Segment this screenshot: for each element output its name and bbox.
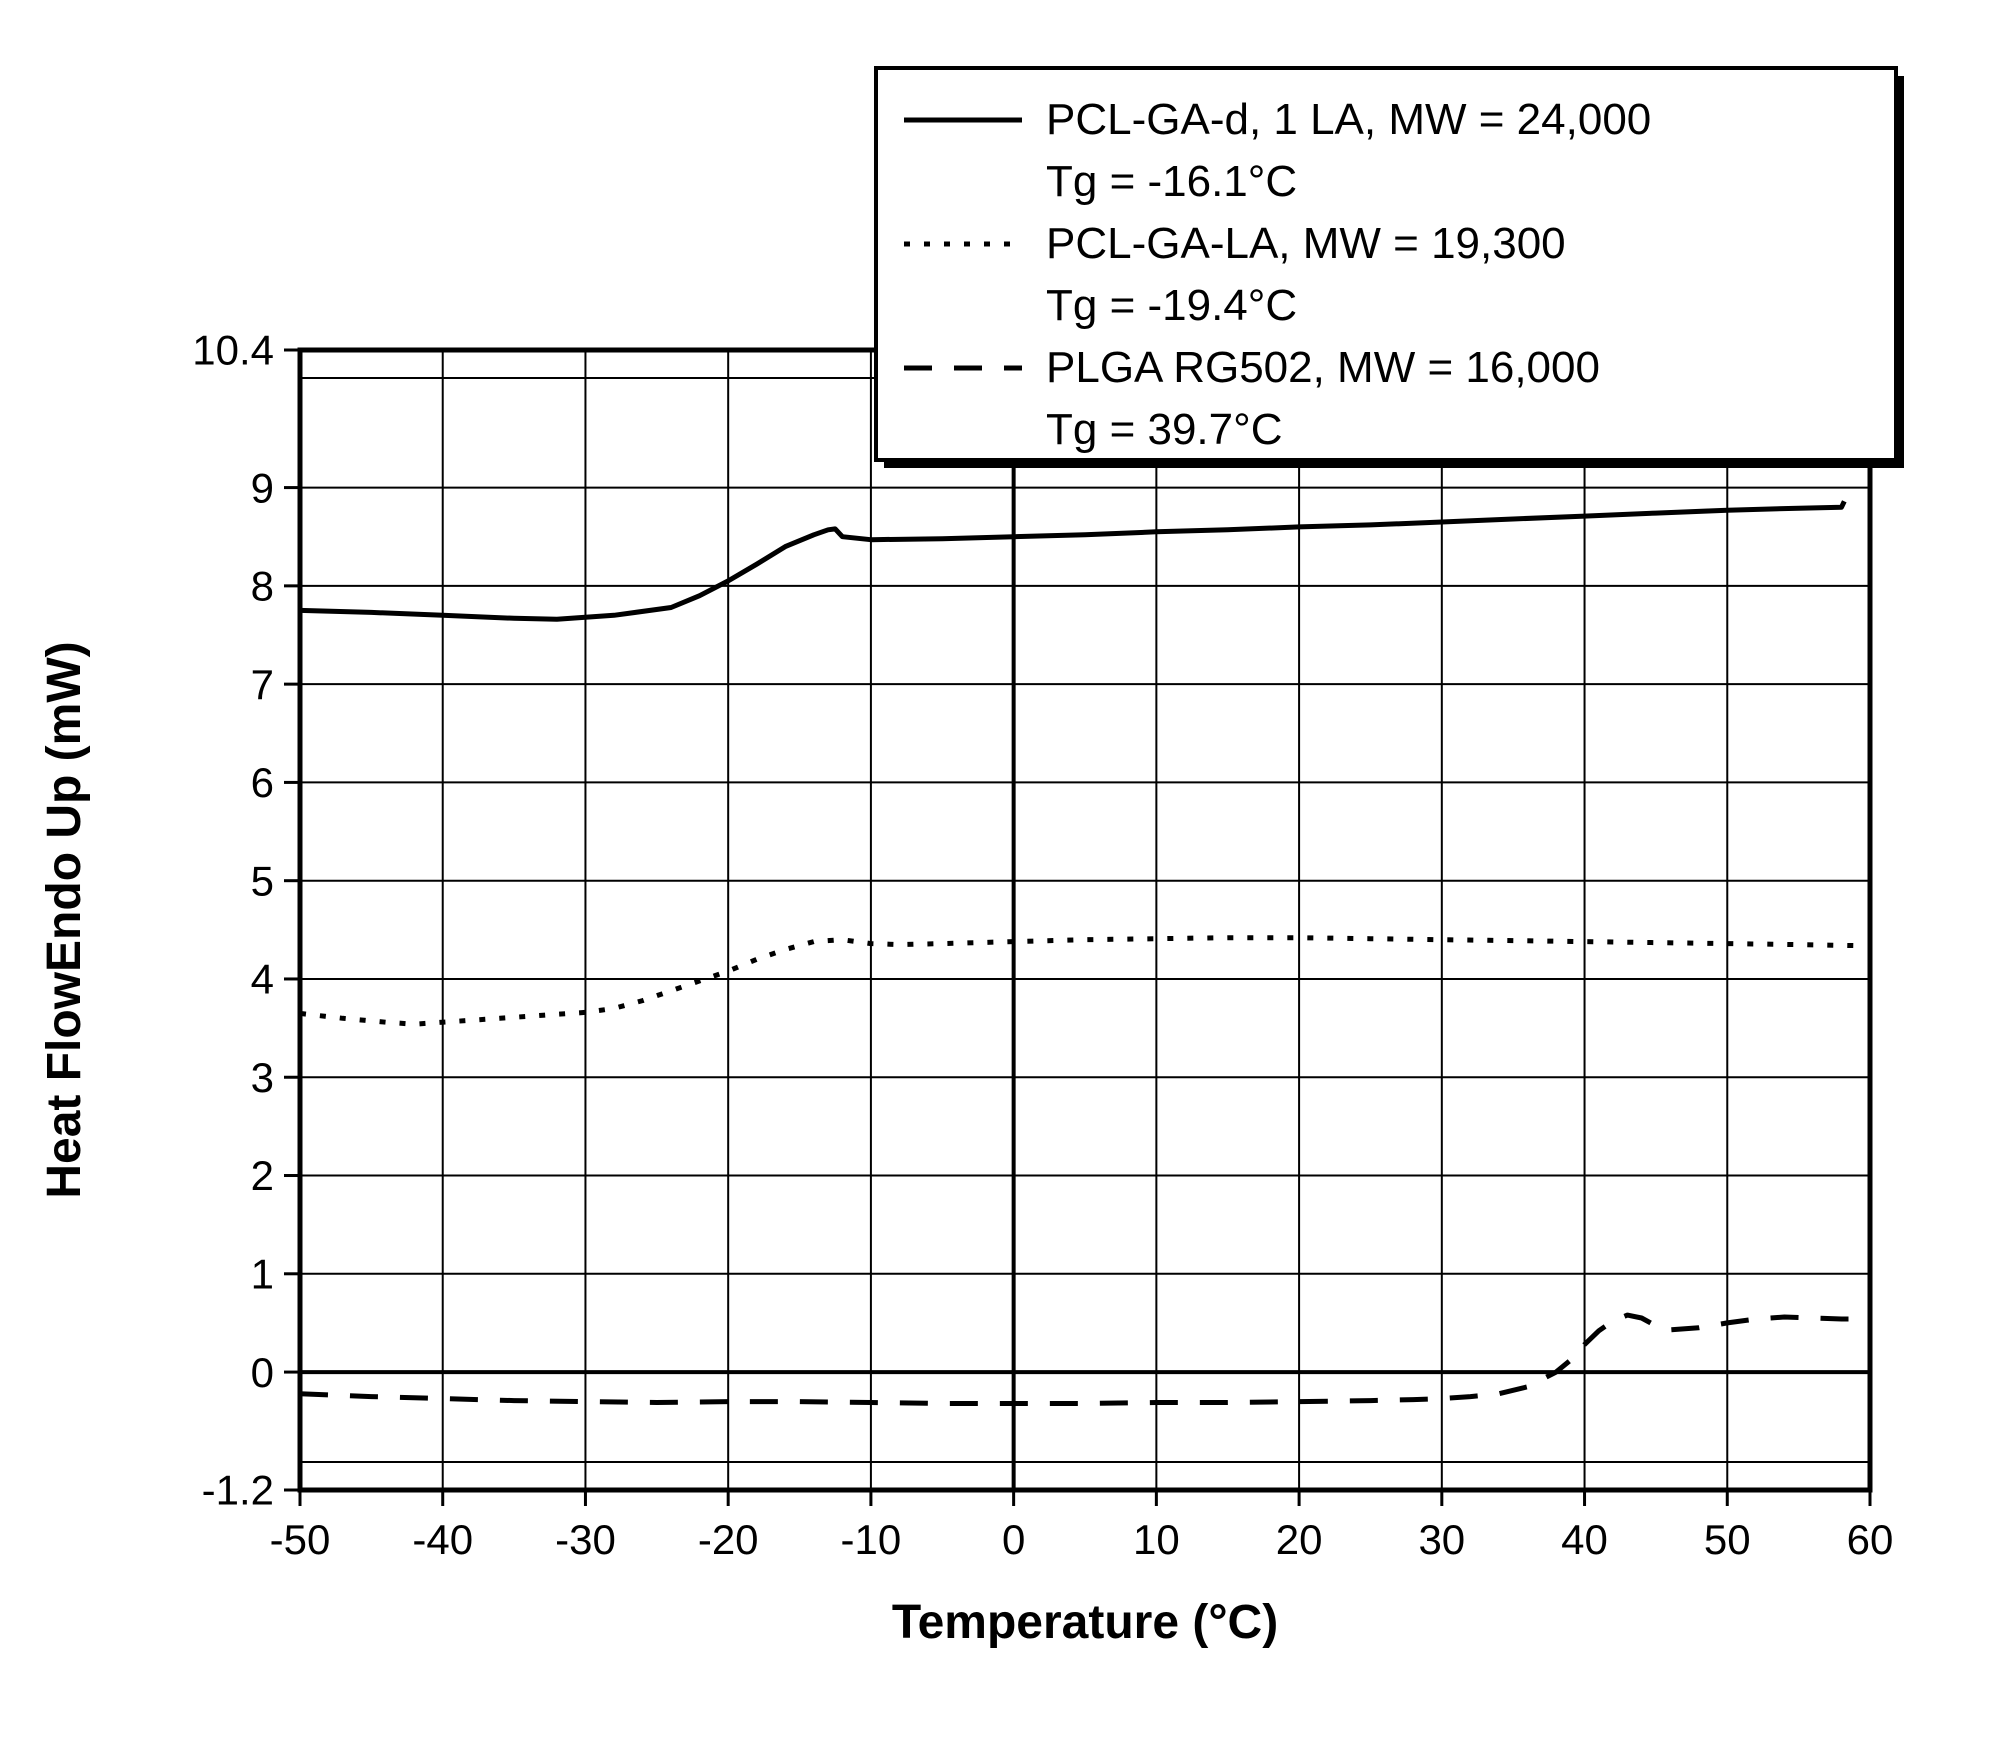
legend-label-0: PCL-GA-d, 1 LA, MW = 24,000 <box>1046 95 1651 144</box>
y-tick-label: 2 <box>251 1152 274 1199</box>
x-axis-title: Temperature (°C) <box>892 1596 1278 1649</box>
x-tick-label: 50 <box>1704 1516 1751 1563</box>
y-tick-label: 10.4 <box>192 327 274 374</box>
legend-tg-2: Tg = 39.7°C <box>1046 405 1283 454</box>
y-tick-label: 7 <box>251 661 274 708</box>
y-tick-label: 4 <box>251 956 274 1003</box>
x-tick-label: -40 <box>412 1516 473 1563</box>
y-axis-title: Heat FlowEndo Up (mW) <box>38 641 91 1198</box>
y-tick-label: 8 <box>251 563 274 610</box>
x-tick-label: 0 <box>1002 1516 1025 1563</box>
y-tick-label: 5 <box>251 857 274 904</box>
x-tick-label: 10 <box>1133 1516 1180 1563</box>
x-tick-label: 30 <box>1418 1516 1465 1563</box>
x-tick-label: -10 <box>841 1516 902 1563</box>
y-tick-label: 0 <box>251 1349 274 1396</box>
y-tick-label: -1.2 <box>202 1467 274 1514</box>
y-tick-label: 1 <box>251 1250 274 1297</box>
legend-label-2: PLGA RG502, MW = 16,000 <box>1046 343 1600 392</box>
legend-label-1: PCL-GA-LA, MW = 19,300 <box>1046 219 1566 268</box>
x-tick-label: -30 <box>555 1516 616 1563</box>
chart-svg: -50 -40 -30 -20 -10 0 10 20 30 40 50 60 -1.2 0 1 2 3 4 5 6 7… <box>0 0 1993 1752</box>
y-tick-label: 6 <box>251 759 274 806</box>
x-tick-label: -20 <box>698 1516 759 1563</box>
x-tick-label: 20 <box>1276 1516 1323 1563</box>
legend-tg-0: Tg = -16.1°C <box>1046 157 1297 206</box>
legend-tg-1: Tg = -19.4°C <box>1046 281 1297 330</box>
x-tick-label: -50 <box>270 1516 331 1563</box>
x-tick-label: 40 <box>1561 1516 1608 1563</box>
x-tick-label: 60 <box>1847 1516 1894 1563</box>
y-tick-label: 3 <box>251 1054 274 1101</box>
dsc-chart: -50 -40 -30 -20 -10 0 10 20 30 40 50 60 -1.2 0 1 2 3 4 5 6 7… <box>0 0 1993 1757</box>
y-tick-label: 9 <box>251 464 274 511</box>
